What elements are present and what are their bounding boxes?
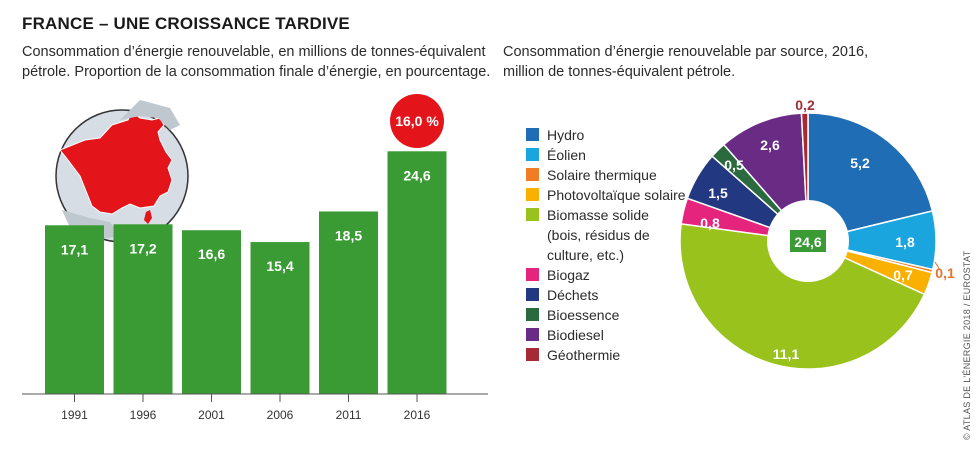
france-map-icon: [55, 100, 189, 243]
share-badge: [390, 94, 444, 148]
bar-2006: [250, 242, 310, 394]
bar-1996: [113, 224, 173, 394]
legend-label: Bioessence: [547, 307, 620, 323]
legend-item: Solaire thermique: [526, 165, 686, 185]
legend-swatch: [526, 188, 539, 201]
source-credit: © ATLAS DE L’ÉNERGIE 2018 / EUROSTAT: [962, 250, 972, 441]
legend-swatch: [526, 168, 539, 181]
bar-value-label: 17,2: [129, 240, 156, 256]
pie-slice-label: 1,5: [708, 185, 728, 201]
pie-slice-label: 0,1: [935, 265, 955, 281]
legend-swatch: [526, 268, 539, 281]
bar-value-label: 24,6: [403, 167, 430, 183]
leader-line: [934, 261, 941, 271]
x-tick-label: 2006: [267, 408, 294, 422]
pie-slice-label: 0,5: [724, 157, 744, 173]
legend-item: Biodiesel: [526, 325, 686, 345]
total-badge: [790, 230, 826, 252]
legend-swatch: [526, 148, 539, 161]
legend-label-detail: culture, etc.): [547, 247, 625, 263]
legend-swatch: [526, 328, 539, 341]
pie-chart-subtitle: Consommation d’énergie renouvelable par …: [503, 44, 869, 80]
pie-slice-label: 1,8: [895, 234, 915, 250]
pie-slice-label: 2,6: [760, 137, 780, 153]
legend-text: Déchets: [547, 285, 598, 305]
bar-2016: [387, 151, 447, 394]
legend-swatch: [526, 208, 539, 221]
bar-value-label: 17,1: [61, 241, 88, 257]
x-tick-label: 2001: [198, 408, 225, 422]
pie-series: 24,6 5,2 1,8 0,1 0,7 11,1 0,8 1,5 0,5 2,6 0,2: [679, 97, 955, 370]
legend-item: Biogaz: [526, 265, 686, 285]
legend-item: Déchets: [526, 285, 686, 305]
x-tick-label: 2011: [336, 408, 362, 422]
legend-swatch: [526, 348, 539, 361]
legend-text: Géothermie: [547, 345, 620, 365]
legend-label: Solaire thermique: [547, 167, 657, 183]
bar-chart-subtitle: Consommation d’énergie renouvelable, en …: [22, 44, 491, 80]
legend-item: Hydro: [526, 125, 686, 145]
x-tick-label: 2016: [404, 408, 431, 422]
legend-swatch: [526, 288, 539, 301]
legend-swatch: [526, 128, 539, 141]
bar-1991: [45, 225, 104, 394]
share-badge-label: 16,0 %: [395, 113, 439, 129]
chart-title: FRANCE – UNE CROISSANCE TARDIVE: [22, 14, 350, 33]
legend-text: Biogaz: [547, 265, 590, 285]
legend-text: Bioessence: [547, 305, 619, 325]
pie-slice-label: 11,1: [773, 346, 800, 362]
legend-item: Biomasse solide (bois, résidus de culture,…: [526, 205, 686, 265]
legend-text: Biodiesel: [547, 325, 604, 345]
bar-series: 17,1 1991 17,2 1996 16,6 2001 15,4 2006 18,5 2011…: [22, 94, 488, 422]
legend-text: Biomasse solide (bois, résidus de culture,…: [547, 205, 650, 265]
legend-label: Hydro: [547, 127, 585, 143]
legend-label: Éolien: [547, 147, 586, 163]
pie-slice-label: 0,2: [795, 97, 815, 113]
total-label: 24,6: [794, 234, 821, 250]
bar-value-label: 15,4: [266, 258, 293, 274]
x-tick-label: 1996: [130, 408, 157, 422]
legend-label: Photovoltaïque solaire: [547, 187, 686, 203]
legend-label-detail: (bois, résidus de: [547, 227, 650, 243]
pie-slice-label: 5,2: [850, 155, 870, 171]
pie-slice-label: 0,8: [700, 215, 720, 231]
pie-slice-label: 0,7: [893, 267, 913, 283]
x-tick-label: 1991: [61, 408, 88, 422]
legend-item: Géothermie: [526, 345, 686, 365]
bar-value-label: 18,5: [335, 227, 362, 243]
legend-swatch: [526, 308, 539, 321]
legend-label: Déchets: [547, 287, 599, 303]
legend-item: Bioessence: [526, 305, 686, 325]
pie-legend: Hydro Éolien Solaire thermique Photovoltaïq…: [526, 125, 686, 365]
legend-label: Biodiesel: [547, 327, 604, 343]
legend-text: Éolien: [547, 145, 586, 165]
legend-item: Photovoltaïque solaire: [526, 185, 686, 205]
pie-slice-biomasse: [679, 222, 926, 370]
legend-text: Solaire thermique: [547, 165, 657, 185]
legend-label: Géothermie: [547, 347, 621, 363]
legend-item: Éolien: [526, 145, 686, 165]
legend-label: Biomasse solide: [547, 207, 649, 223]
legend-text: Hydro: [547, 125, 584, 145]
legend-text: Photovoltaïque solaire: [547, 185, 686, 205]
bar-2011: [319, 211, 378, 394]
bar-2001: [182, 230, 241, 394]
bar-value-label: 16,6: [198, 246, 225, 262]
legend-label: Biogaz: [547, 267, 590, 283]
pie-slice-hydro: [807, 112, 934, 242]
